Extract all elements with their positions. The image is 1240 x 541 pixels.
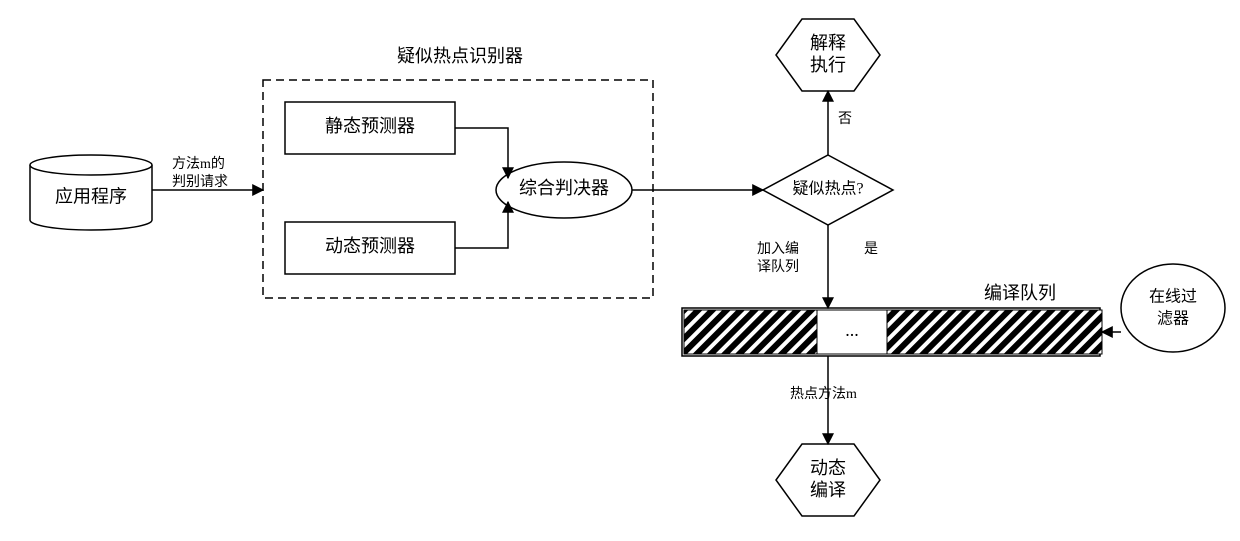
svg-text:应用程序: 应用程序	[55, 187, 127, 207]
svg-text:方法m的: 方法m的	[172, 156, 225, 172]
svg-text:是: 是	[864, 242, 878, 257]
svg-text:否: 否	[838, 112, 852, 127]
edge	[455, 128, 508, 178]
node-online-filter	[1121, 264, 1225, 352]
svg-text:静态预测器: 静态预测器	[325, 116, 415, 136]
svg-text:编译: 编译	[810, 480, 846, 500]
svg-text:疑似热点?: 疑似热点?	[792, 180, 863, 198]
compile-queue-title: 编译队列	[984, 283, 1056, 303]
svg-text:执行: 执行	[810, 55, 846, 75]
svg-text:在线过: 在线过	[1149, 288, 1197, 306]
svg-text:译队列: 译队列	[757, 259, 799, 275]
svg-text:判别请求: 判别请求	[172, 174, 228, 190]
svg-text:解释: 解释	[810, 33, 846, 53]
svg-text:热点方法m: 热点方法m	[790, 386, 857, 402]
hotspot-recognizer-title: 疑似热点识别器	[397, 46, 523, 66]
svg-text:滤器: 滤器	[1157, 310, 1189, 328]
node-compile-queue	[682, 308, 1102, 356]
svg-text:...: ...	[845, 320, 859, 340]
svg-text:加入编: 加入编	[757, 241, 799, 257]
edge	[455, 202, 508, 248]
svg-text:动态: 动态	[810, 458, 846, 478]
svg-text:综合判决器: 综合判决器	[519, 178, 609, 198]
svg-text:动态预测器: 动态预测器	[325, 236, 415, 256]
